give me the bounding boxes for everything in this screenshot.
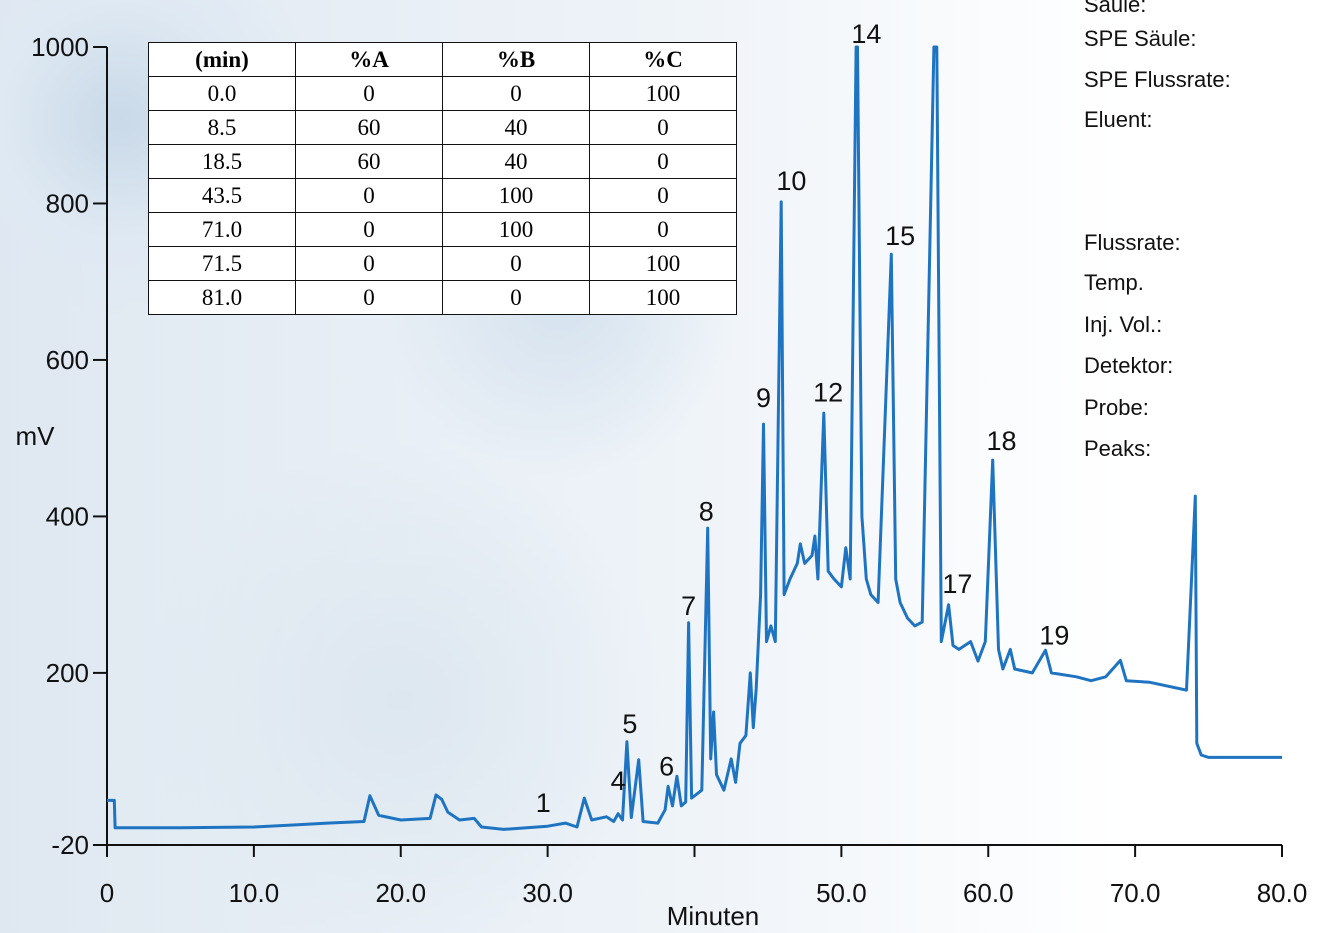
table-row: 71.0 0 100 0 — [148, 212, 737, 247]
table-cell: 0 — [589, 178, 737, 213]
x-tick-label: 0 — [100, 878, 114, 908]
info-label: Temp. — [1084, 270, 1144, 295]
trace — [107, 45, 1282, 831]
peak-label: 14 — [851, 19, 881, 49]
info-label: Flussrate: — [1084, 230, 1181, 255]
table-cell: 43.5 — [148, 178, 296, 213]
peak-label: 7 — [681, 591, 696, 621]
table-row: 43.5 0 100 0 — [148, 178, 737, 213]
table-cell: 0 — [589, 212, 737, 247]
table-cell: 60 — [295, 110, 443, 145]
info-label: Probe: — [1084, 395, 1149, 420]
table-row: 18.5 60 40 0 — [148, 144, 737, 179]
y-tick-label: -20 — [51, 830, 89, 860]
info-label: SPE Säule: — [1084, 26, 1197, 51]
x-axis-label: Minuten — [667, 901, 760, 931]
x-tick-label: 20.0 — [375, 878, 426, 908]
info-label: Eluent: — [1084, 107, 1153, 132]
peak-label: 18 — [986, 426, 1016, 456]
table-cell: 60 — [295, 144, 443, 179]
peak-label: 10 — [776, 166, 806, 196]
table-cell: 71.5 — [148, 246, 296, 281]
table-row: 8.5 60 40 0 — [148, 110, 737, 145]
y-tick-label: 1000 — [31, 32, 89, 62]
table-cell: 0 — [442, 76, 590, 111]
table-cell: 0.0 — [148, 76, 296, 111]
peak-label: 12 — [813, 377, 843, 407]
table-cell: 0 — [589, 144, 737, 179]
x-tick-label: 10.0 — [229, 878, 280, 908]
peak-label: 15 — [885, 221, 915, 251]
table-header-row: (min) %A %B %C — [148, 42, 737, 77]
table-row: 0.0 0 0 100 — [148, 76, 737, 111]
peak-label: 19 — [1039, 621, 1069, 651]
gradient-table: (min) %A %B %C 0.0 0 0 100 8.5 60 40 0 18.5 60 40 0 43.5… — [148, 42, 737, 315]
y-tick-label: 200 — [46, 658, 89, 688]
table-cell: 100 — [442, 212, 590, 247]
table-cell: 0 — [295, 246, 443, 281]
table-row: 71.5 0 0 100 — [148, 246, 737, 281]
x-tick-label: 50.0 — [816, 878, 867, 908]
table-cell: 0 — [442, 246, 590, 281]
y-tick-label: 400 — [46, 501, 89, 531]
info-label: Inj. Vol.: — [1084, 312, 1162, 337]
table-cell: 100 — [589, 246, 737, 281]
y-tick-label: 800 — [46, 188, 89, 218]
y-tick-label: 600 — [46, 345, 89, 375]
table-cell: 0 — [295, 76, 443, 111]
peak-label: 5 — [622, 709, 637, 739]
peak-label: 1 — [536, 788, 551, 818]
table-header-cell: %B — [442, 42, 590, 77]
table-header-cell: %A — [295, 42, 443, 77]
peak-label: 9 — [756, 383, 771, 413]
table-header-cell: (min) — [148, 42, 296, 77]
table-cell: 0 — [295, 280, 443, 315]
table-row: 81.0 0 0 100 — [148, 280, 737, 315]
peak-label: 6 — [659, 751, 674, 781]
x-tick-label: 60.0 — [963, 878, 1014, 908]
table-cell: 0 — [295, 212, 443, 247]
table-cell: 18.5 — [148, 144, 296, 179]
table-cell: 100 — [589, 76, 737, 111]
table-cell: 40 — [442, 110, 590, 145]
table-cell: 100 — [442, 178, 590, 213]
peak-label: 17 — [942, 569, 972, 599]
info-label: SPE Flussrate: — [1084, 67, 1231, 92]
table-header-cell: %C — [589, 42, 737, 77]
table-cell: 40 — [442, 144, 590, 179]
y-axis-label: mV — [16, 421, 56, 451]
x-tick-label: 80.0 — [1257, 878, 1308, 908]
table-cell: 100 — [589, 280, 737, 315]
x-tick-label: 30.0 — [522, 878, 573, 908]
table-cell: 71.0 — [148, 212, 296, 247]
info-label: Säule: — [1084, 0, 1146, 17]
table-cell: 0 — [442, 280, 590, 315]
info-label: Peaks: — [1084, 436, 1151, 461]
table-cell: 8.5 — [148, 110, 296, 145]
info-label: Detektor: — [1084, 353, 1173, 378]
peak-label: 4 — [611, 766, 626, 796]
table-cell: 0 — [589, 110, 737, 145]
table-cell: 0 — [295, 178, 443, 213]
x-tick-label: 70.0 — [1110, 878, 1161, 908]
peak-label: 8 — [699, 496, 714, 526]
table-cell: 81.0 — [148, 280, 296, 315]
